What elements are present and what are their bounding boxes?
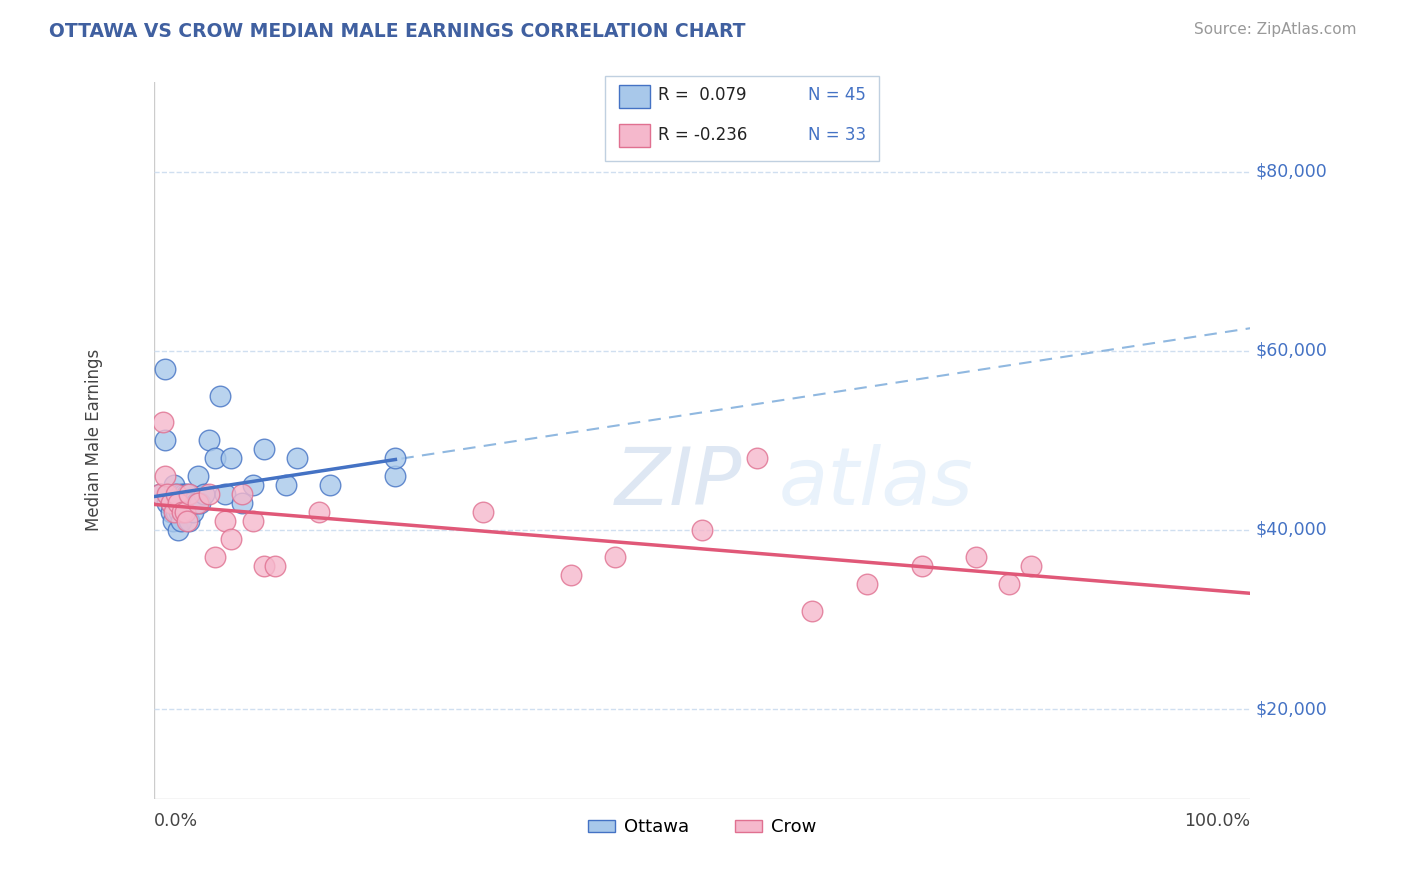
Point [800, 604, 823, 618]
Point [285, 451, 308, 466]
Text: N = 33: N = 33 [808, 126, 866, 144]
Text: 100.0%: 100.0% [1184, 813, 1250, 830]
Point [219, 532, 242, 546]
Point [692, 523, 714, 537]
Point [173, 487, 195, 501]
Point [163, 478, 186, 492]
Text: R = -0.236: R = -0.236 [658, 126, 748, 144]
Point [253, 442, 276, 457]
Point [163, 496, 186, 510]
Point [603, 549, 626, 564]
Point [204, 549, 226, 564]
Point [159, 496, 181, 510]
Point [170, 505, 193, 519]
Point [204, 451, 226, 466]
Point [169, 487, 191, 501]
Point [149, 487, 172, 501]
Point [156, 496, 179, 510]
Text: R =  0.079: R = 0.079 [658, 87, 747, 104]
Text: Source: ZipAtlas.com: Source: ZipAtlas.com [1194, 22, 1357, 37]
Point [198, 434, 221, 448]
Point [181, 505, 204, 519]
Text: atlas: atlas [779, 444, 974, 523]
Point [184, 496, 207, 510]
Point [187, 469, 209, 483]
Point [167, 496, 190, 510]
Point [165, 496, 187, 510]
Point [179, 496, 201, 510]
Point [174, 496, 197, 510]
Point [179, 487, 201, 501]
Point [149, 487, 172, 501]
Point [253, 558, 276, 573]
Text: $80,000: $80,000 [1256, 162, 1327, 180]
Point [163, 505, 186, 519]
Text: 0.0%: 0.0% [155, 813, 198, 830]
Point [965, 549, 987, 564]
Text: $60,000: $60,000 [1256, 342, 1327, 359]
Point [167, 523, 190, 537]
Point [263, 558, 285, 573]
Point [165, 505, 187, 519]
Point [208, 388, 231, 402]
Point [187, 496, 209, 510]
Point [174, 505, 197, 519]
Point [998, 576, 1021, 591]
Point [169, 505, 191, 519]
Point [179, 514, 201, 528]
Point [156, 487, 179, 501]
Point [172, 505, 194, 519]
Point [308, 505, 330, 519]
Point [170, 496, 193, 510]
Point [159, 505, 181, 519]
Point [198, 487, 221, 501]
Point [153, 361, 176, 376]
Point [855, 576, 877, 591]
Point [157, 487, 180, 501]
Point [165, 487, 187, 501]
Point [384, 451, 406, 466]
Point [188, 496, 211, 510]
Point [193, 487, 215, 501]
Point [242, 478, 264, 492]
Point [231, 496, 253, 510]
Point [1019, 558, 1042, 573]
Point [159, 496, 181, 510]
Point [242, 514, 264, 528]
Point [219, 451, 242, 466]
Point [169, 514, 191, 528]
Point [165, 487, 187, 501]
Point [152, 416, 174, 430]
Point [176, 487, 198, 501]
Point [167, 496, 190, 510]
Text: ZIP: ZIP [614, 444, 742, 523]
Point [384, 469, 406, 483]
Point [560, 567, 582, 582]
Point [153, 434, 176, 448]
Point [274, 478, 297, 492]
Point [472, 505, 495, 519]
Text: OTTAWA VS CROW MEDIAN MALE EARNINGS CORRELATION CHART: OTTAWA VS CROW MEDIAN MALE EARNINGS CORR… [49, 22, 745, 41]
Point [176, 496, 198, 510]
Text: $40,000: $40,000 [1256, 521, 1327, 539]
Point [214, 487, 236, 501]
Point [745, 451, 768, 466]
Point [176, 514, 198, 528]
Point [162, 514, 184, 528]
Point [318, 478, 340, 492]
Text: N = 45: N = 45 [808, 87, 866, 104]
Point [174, 505, 197, 519]
Legend: Ottawa, Crow: Ottawa, Crow [581, 811, 824, 844]
Text: $20,000: $20,000 [1256, 700, 1327, 718]
Point [231, 487, 253, 501]
Point [153, 469, 176, 483]
Text: Median Male Earnings: Median Male Earnings [84, 350, 103, 532]
Point [214, 514, 236, 528]
Point [910, 558, 932, 573]
